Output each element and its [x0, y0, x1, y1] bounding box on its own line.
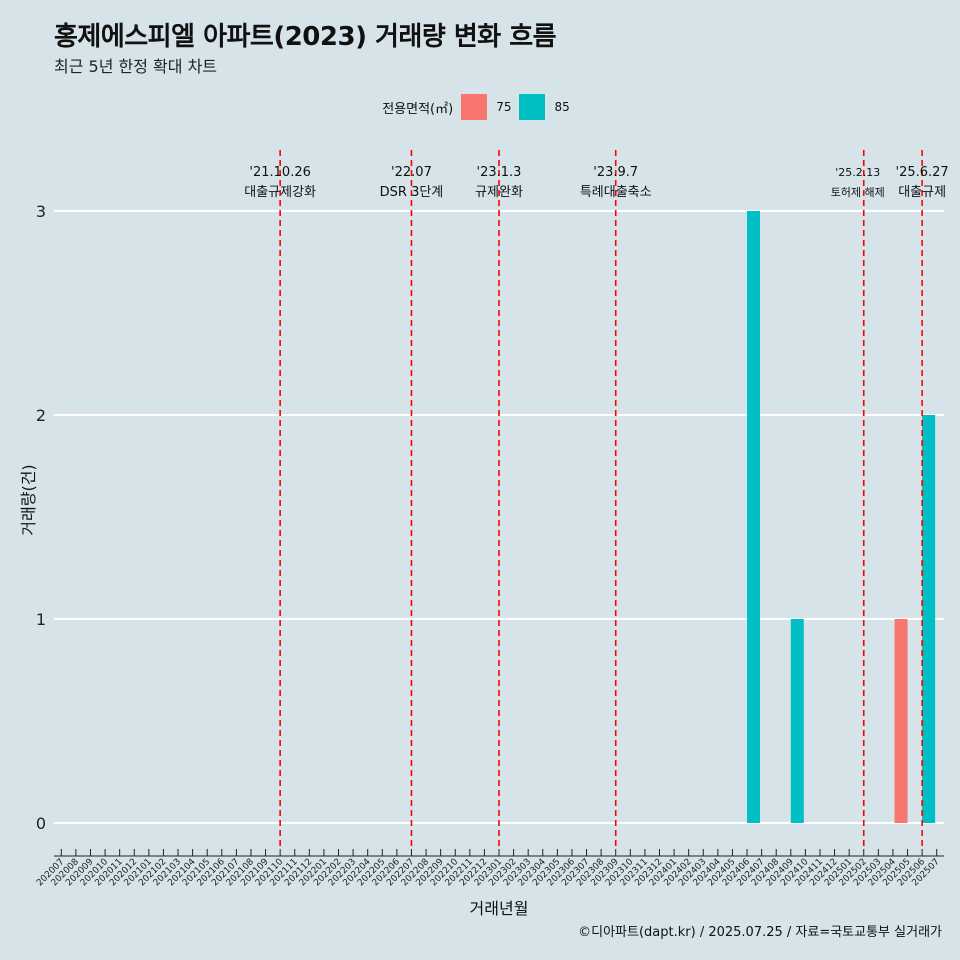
- event-date-202207: '22.07: [391, 165, 432, 180]
- bar-85-202506: [922, 415, 936, 823]
- event-label-202110: 대출규제강화: [244, 185, 316, 200]
- event-label-202502: 토허제 해제: [831, 185, 885, 199]
- y-tick-label-3: 3: [36, 202, 46, 221]
- event-date-202110: '21.10.26: [249, 165, 310, 180]
- legend: 전용면적(㎡) 75 85: [0, 93, 960, 121]
- event-label-202301: 규제완화: [475, 185, 523, 200]
- event-date-202502: '25.2.13: [835, 166, 880, 179]
- event-label-202207: DSR 3단계: [380, 185, 444, 200]
- bar-85-202409: [790, 619, 804, 823]
- y-tick-label-1: 1: [36, 610, 46, 629]
- x-axis-title: 거래년월: [470, 899, 529, 918]
- event-date-202309: '23.9.7: [593, 165, 638, 180]
- y-tick-label-0: 0: [36, 814, 46, 833]
- chart-subtitle: 최근 5년 한정 확대 차트: [54, 57, 218, 76]
- y-axis-title: 거래량(건): [19, 464, 38, 535]
- bar-85-202406: [747, 211, 761, 823]
- event-date-202301: '23.1.3: [477, 165, 522, 180]
- legend-key-85: [519, 94, 546, 120]
- bar-75-202505: [894, 619, 908, 823]
- legend-label-85: 85: [554, 100, 570, 114]
- event-label-202309: 특례대출축소: [580, 185, 652, 200]
- event-date-202506: '25.6.27: [896, 165, 949, 180]
- event-label-202506: 대출규제: [898, 185, 946, 200]
- legend-key-75: [461, 94, 488, 120]
- y-tick-label-2: 2: [36, 406, 46, 425]
- legend-label-75: 75: [496, 100, 512, 114]
- source-caption: ©디아파트(dapt.kr) / 2025.07.25 / 자료=국토교통부 실…: [578, 925, 942, 940]
- chart-title: 홍제에스피엘 아파트(2023) 거래량 변화 흐름: [54, 22, 557, 52]
- legend-title: 전용면적(㎡): [382, 101, 454, 117]
